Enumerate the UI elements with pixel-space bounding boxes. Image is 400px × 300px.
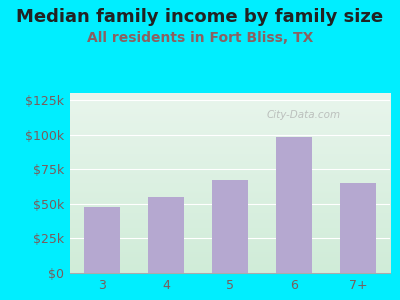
Text: All residents in Fort Bliss, TX: All residents in Fort Bliss, TX [87,32,313,46]
Text: Median family income by family size: Median family income by family size [16,8,384,26]
Bar [148,197,184,273]
Bar [276,137,312,273]
Bar [212,180,248,273]
Text: City-Data.com: City-Data.com [266,110,341,120]
Bar [340,183,376,273]
Bar [84,206,120,273]
